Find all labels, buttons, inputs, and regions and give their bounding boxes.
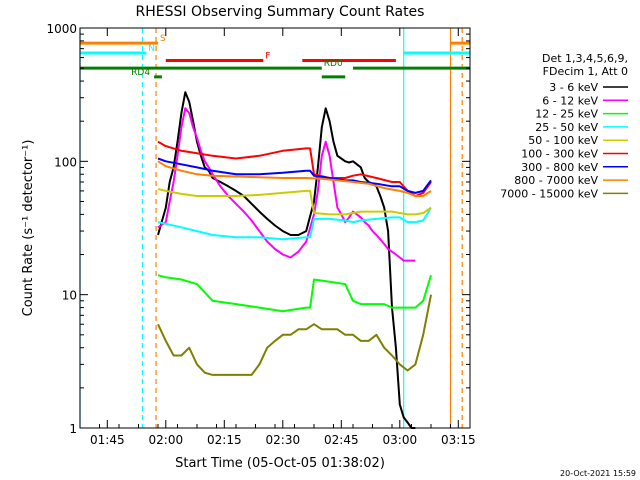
legend-label-12-25-kev: 12 - 25 keV [535,108,598,121]
series-line-3-6-kev [157,91,416,429]
x-tick-label: 02:15 [207,433,242,447]
x-tick-label: 02:45 [324,433,359,447]
y-tick-label: 100 [54,155,77,169]
legend-label-25-50-kev: 25 - 50 keV [535,121,598,134]
legend-header-1: Det 1,3,4,5,6,9, [542,52,628,65]
series-line-6-12-kev [157,107,416,262]
x-tick-label: 02:00 [149,433,184,447]
legend: Det 1,3,4,5,6,9, FDecim 1, Att 0 3 - 6 k… [500,52,628,200]
series-line-300-800-kev [157,157,432,194]
chart-title: RHESSI Observing Summary Count Rates [136,4,425,20]
y-tick-label: 1 [69,422,77,436]
legend-label-3-6-kev: 3 - 6 keV [549,81,598,94]
legend-header-2: FDecim 1, Att 0 [543,65,628,78]
series-line-50-100-kev [157,188,432,216]
x-axis-label: Start Time (05-Oct-05 01:38:02) [175,456,385,471]
series-line-25-50-kev [157,207,432,241]
flag-label-n: N [148,44,155,54]
y-tick-label: 1000 [46,22,77,36]
legend-label-50-100-kev: 50 - 100 keV [528,134,598,147]
series-line-7000-15000-kev [157,294,432,376]
plot-axes: 1 10 100 1000 01:45 02:00 02:15 02:30 02:45 03:00… [46,22,475,447]
series-line-12-25-kev [157,274,432,313]
x-tick-label: 03:15 [441,433,476,447]
series-line-800-7000-kev [157,160,432,197]
flag-label-rd4: RD4 [131,68,150,78]
x-tick-label: 03:00 [383,433,418,447]
y-tick-label: 10 [62,289,77,303]
timestamp: 20-Oct-2021 15:59 [560,469,636,478]
flag-label-rd0: RD0 [324,59,343,69]
flag-label-f: F [265,52,270,62]
legend-label-300-800-kev: 300 - 800 keV [521,161,598,174]
flag-label-s: S [160,34,166,44]
x-tick-label: 02:30 [266,433,301,447]
legend-label-800-7000-kev: 800 - 7000 keV [514,174,598,187]
legend-label-100-300-kev: 100 - 300 keV [521,148,598,161]
y-axis-label: Count Rate (s⁻¹ detector⁻¹) [21,140,36,317]
legend-label-6-12-kev: 6 - 12 keV [542,94,598,107]
x-tick-label: 01:45 [90,433,125,447]
legend-label-7000-15000-kev: 7000 - 15000 keV [500,187,598,200]
flag-bars: SN F RD0 RD4 [80,34,470,79]
series-lines [157,91,432,429]
